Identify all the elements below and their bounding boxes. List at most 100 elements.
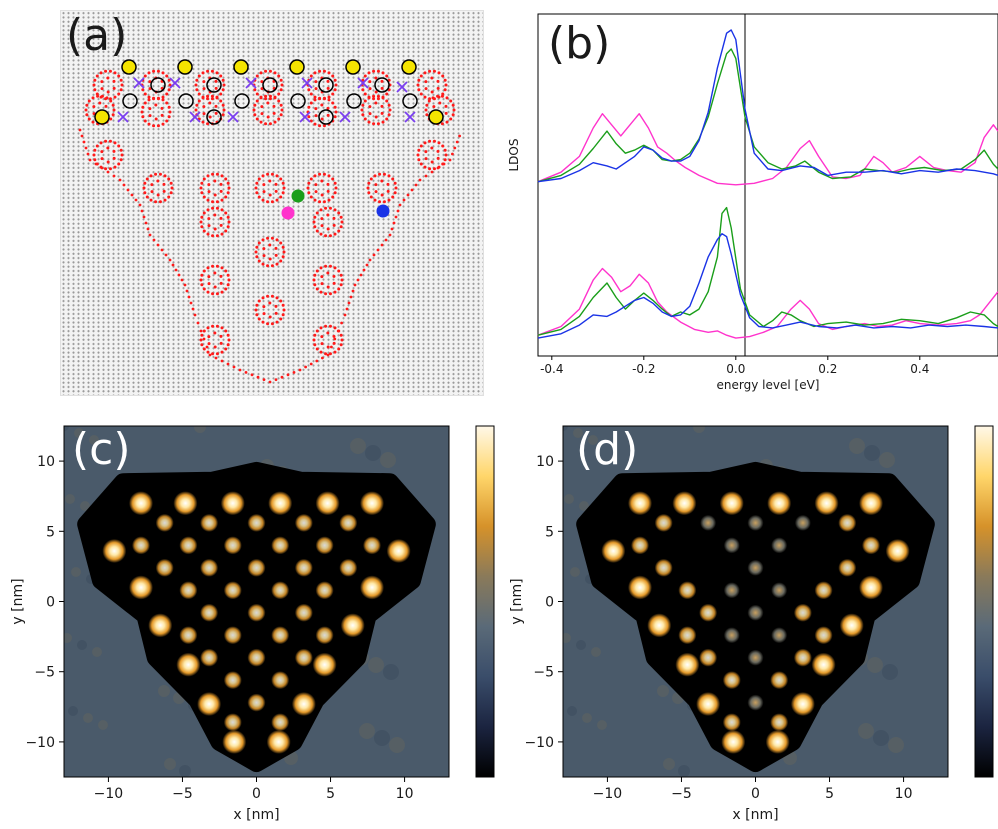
red-site <box>449 117 453 121</box>
red-site <box>154 117 158 121</box>
bright-spot <box>601 538 626 563</box>
red-site <box>361 88 365 92</box>
bright-spot <box>312 652 337 677</box>
faint-spot <box>723 582 740 599</box>
cross-marker <box>396 81 408 93</box>
red-site <box>259 120 263 124</box>
red-site <box>200 273 204 277</box>
faint-spot <box>723 627 740 644</box>
red-site <box>309 101 313 105</box>
red-site <box>430 76 434 80</box>
red-site <box>394 215 398 219</box>
red-site <box>320 193 324 197</box>
red-site <box>340 220 344 224</box>
red-site <box>367 96 371 100</box>
red-site <box>372 122 376 126</box>
red-site <box>226 181 230 185</box>
red-site <box>152 96 156 100</box>
red-site <box>275 296 279 300</box>
red-site <box>113 71 117 75</box>
red-site <box>91 96 95 100</box>
red-site <box>423 165 427 169</box>
faint-spot <box>771 582 788 599</box>
red-site <box>108 69 112 73</box>
cross-marker <box>245 77 257 89</box>
red-site <box>140 110 144 114</box>
red-site <box>253 103 257 107</box>
red-site <box>268 315 272 319</box>
red-site <box>365 263 369 267</box>
red-site <box>144 221 148 225</box>
panel-d-ldos-map: −10 −5 0 5 10 10 5 0 −5 −10 x [nm] y [nm] <box>509 425 994 823</box>
red-site <box>368 105 372 109</box>
bright-spot <box>266 729 291 754</box>
red-site <box>270 322 274 326</box>
red-site <box>117 144 121 148</box>
medium-spot <box>271 536 290 555</box>
red-site <box>213 345 217 349</box>
red-site <box>226 225 230 229</box>
red-site <box>378 200 382 204</box>
red-site-ring <box>194 69 226 101</box>
red-site <box>326 271 330 275</box>
red-site <box>279 88 283 92</box>
red-site <box>84 146 88 150</box>
cross-marker <box>117 111 129 123</box>
medium-spot <box>271 581 290 600</box>
red-site <box>277 92 281 96</box>
red-site <box>387 113 391 117</box>
red-site <box>309 119 313 123</box>
red-site <box>254 308 258 312</box>
red-site <box>268 122 272 126</box>
red-site <box>372 253 376 257</box>
red-site <box>327 198 331 202</box>
red-site-ring <box>416 139 448 171</box>
red-site <box>202 195 206 199</box>
red-site <box>109 117 113 121</box>
map-image <box>563 426 948 777</box>
medium-spot <box>838 558 857 577</box>
yellow-site-marker <box>401 59 417 75</box>
ripple-blob <box>867 657 883 673</box>
cross-marker <box>299 111 311 123</box>
red-site <box>374 90 378 94</box>
red-site <box>328 292 332 296</box>
red-site <box>201 71 205 75</box>
medium-spot <box>132 536 150 555</box>
red-site <box>380 111 384 115</box>
red-site <box>367 191 371 195</box>
medium-spot <box>247 513 266 532</box>
faint-spot <box>794 514 811 531</box>
red-site <box>200 283 204 287</box>
ripple-blob <box>389 737 405 753</box>
red-site <box>332 223 336 227</box>
red-site <box>117 74 121 78</box>
red-site <box>313 333 317 337</box>
red-site <box>87 117 91 121</box>
red-site <box>213 213 217 217</box>
red-site <box>167 177 171 181</box>
red-site <box>126 188 130 192</box>
red-site <box>372 97 376 101</box>
x-tick-label: -0.2 <box>632 362 655 376</box>
red-site <box>194 83 198 87</box>
bright-spot <box>767 491 792 516</box>
red-site <box>206 94 210 98</box>
red-site <box>328 324 332 328</box>
red-site <box>227 186 231 190</box>
red-site <box>279 113 283 117</box>
red-site <box>93 88 97 92</box>
bright-spot <box>129 491 153 516</box>
red-site <box>207 342 211 346</box>
red-site <box>261 320 265 324</box>
medium-spot <box>722 713 741 732</box>
red-site <box>257 259 261 263</box>
red-site-ring <box>199 324 231 356</box>
red-site <box>393 181 397 185</box>
red-site <box>168 110 172 114</box>
medium-spot <box>862 536 880 555</box>
faint-spot <box>771 627 788 644</box>
red-site <box>423 95 427 99</box>
red-site <box>167 195 171 199</box>
red-site <box>374 76 378 80</box>
